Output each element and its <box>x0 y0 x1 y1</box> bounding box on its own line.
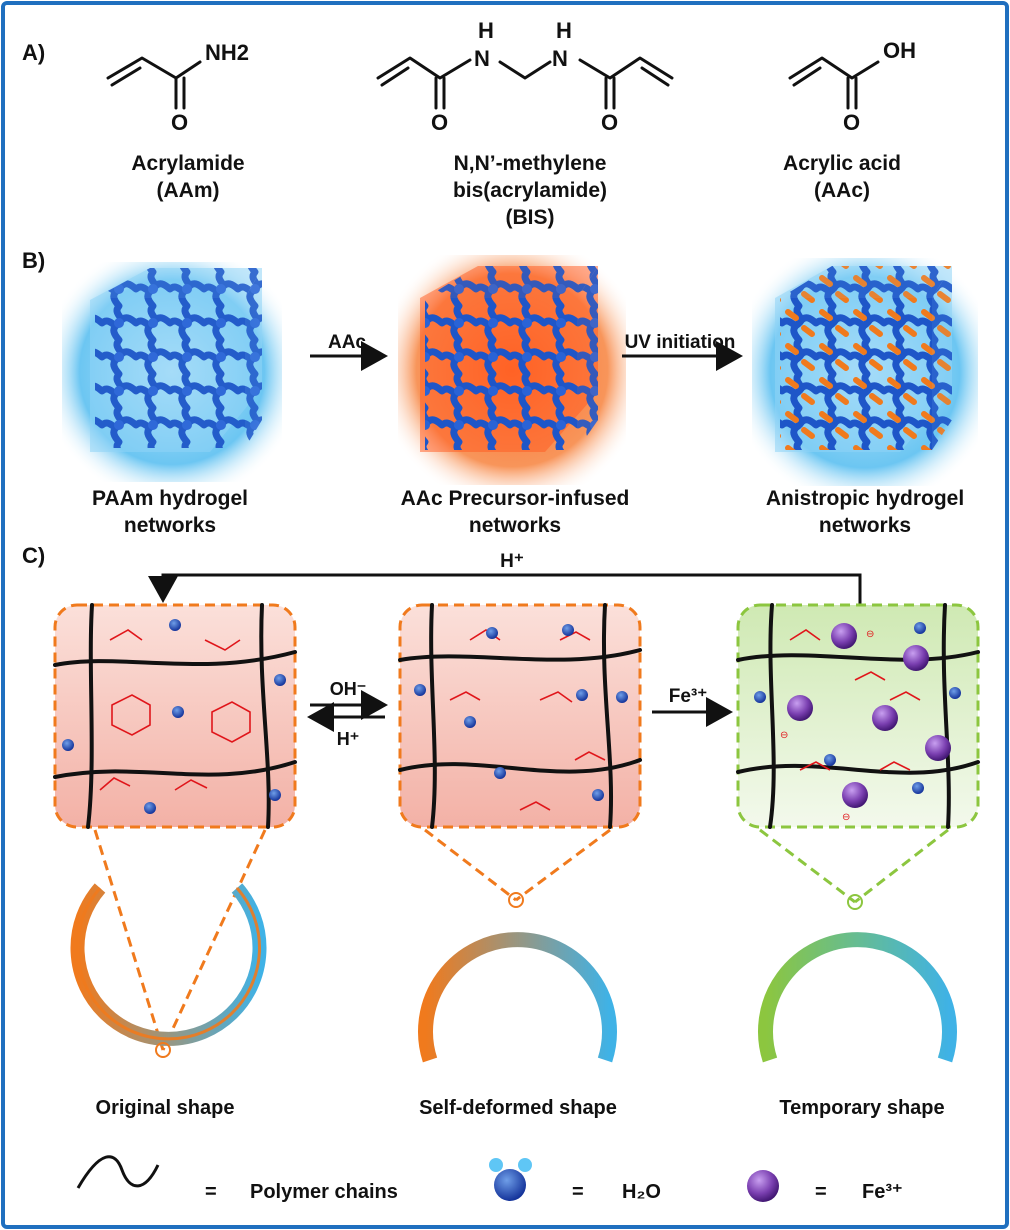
bis-abbr: (BIS) <box>506 206 555 229</box>
acid-return-arrow <box>148 573 862 610</box>
original-shape-caption: Original shape <box>96 1097 235 1119</box>
self-deformed-shape-arc <box>418 892 617 1063</box>
acrylamide-abbr: (AAm) <box>157 179 220 202</box>
temporary-network-box <box>736 603 980 829</box>
legend-iron-label: Fe³⁺ <box>862 1181 903 1203</box>
acrylic-acid-oh-atom: OH <box>883 38 916 63</box>
bis-name-line2: bis(acrylamide) <box>453 179 607 202</box>
original-shape-ring <box>70 883 267 1058</box>
original-network-box <box>53 603 297 829</box>
self-deformed-shape-caption: Self-deformed shape <box>419 1097 617 1119</box>
bis-o-atom-right: O <box>601 110 618 135</box>
aac-arrow-label: AAc <box>328 332 366 353</box>
acrylic-acid-name: Acrylic acid <box>783 152 901 175</box>
panel-a-label: A) <box>22 40 45 65</box>
legend-water-label: H₂O <box>622 1181 661 1203</box>
uv-initiation-label: UV initiation <box>625 332 736 353</box>
acrylamide-structure: NH2 O <box>106 40 249 135</box>
anisotropic-network-cube <box>752 258 978 486</box>
bis-structure: H N H N O O <box>376 18 674 135</box>
bis-n-atom-left: N <box>474 46 490 71</box>
legend-eq-iron: = <box>815 1181 827 1203</box>
polymer-chain-legend-icon <box>76 1155 160 1189</box>
bis-h-atom-right: H <box>556 18 572 43</box>
acrylamide-o-atom: O <box>171 110 188 135</box>
acrylic-acid-abbr: (AAc) <box>814 179 870 202</box>
bis-h-atom-left: H <box>478 18 494 43</box>
aac-infused-network-cube <box>398 255 626 485</box>
carboxylate-minus-sign-3: ⊖ <box>842 812 850 823</box>
fe-ion-legend-icon <box>747 1170 779 1202</box>
panel-c-label: C) <box>22 543 45 568</box>
legend-polymer-label: Polymer chains <box>250 1181 398 1203</box>
bis-name-line1: N,N’-methylene <box>454 152 607 175</box>
bis-o-atom-left: O <box>431 110 448 135</box>
water-molecule-legend-icon <box>489 1158 532 1201</box>
zoom-lines <box>93 828 949 1051</box>
legend-eq-polymer: = <box>205 1181 217 1203</box>
carboxylate-minus-sign-2: ⊖ <box>780 730 788 741</box>
legend: = Polymer chains = H₂O = Fe³⁺ <box>76 1155 903 1203</box>
acrylamide-name: Acrylamide <box>131 152 244 175</box>
acid-return-label: H⁺ <box>500 551 524 572</box>
aac-caption-line1: AAc Precursor-infused <box>401 487 630 510</box>
temporary-shape-arc <box>758 894 957 1063</box>
paam-network-cube <box>62 262 282 482</box>
bis-n-atom-right: N <box>552 46 568 71</box>
h-reverse-label: H⁺ <box>337 729 360 749</box>
acrylic-acid-structure: OH O <box>788 38 916 135</box>
self-deformed-network-box <box>398 603 642 829</box>
oh-forward-label: OH⁻ <box>330 679 367 699</box>
carboxylate-minus-sign-1: ⊖ <box>866 629 874 640</box>
panel-b-label: B) <box>22 248 45 273</box>
paam-caption-line1: PAAm hydrogel <box>92 487 248 510</box>
fe-arrow-label: Fe³⁺ <box>669 686 708 707</box>
temporary-shape-caption: Temporary shape <box>779 1097 944 1119</box>
acrylic-acid-o-atom: O <box>843 110 860 135</box>
aac-caption-line2: networks <box>469 514 561 537</box>
acrylamide-nh2-atom: NH2 <box>205 40 249 65</box>
legend-eq-water: = <box>572 1181 584 1203</box>
anisotropic-caption-line1: Anistropic hydrogel <box>766 487 964 510</box>
paam-caption-line2: networks <box>124 514 216 537</box>
anisotropic-caption-line2: networks <box>819 514 911 537</box>
